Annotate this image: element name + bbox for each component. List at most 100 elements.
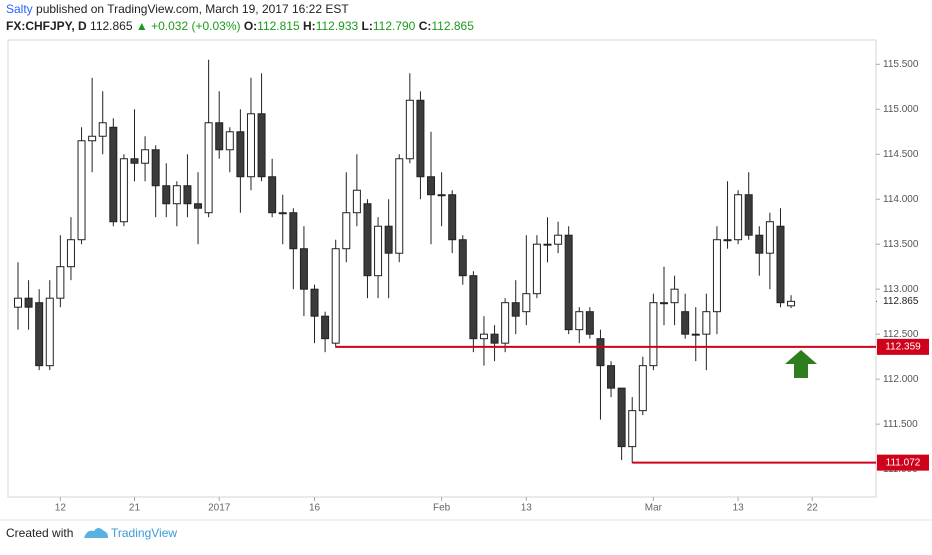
candle-body [649,302,658,367]
candle-body [183,185,192,205]
candle-body [384,225,393,254]
candle-body [765,221,774,254]
candle-body [712,239,721,313]
candle-body [35,302,44,367]
x-tick-label: 16 [309,503,321,514]
candle-body [659,302,668,305]
x-tick-label: 12 [55,503,67,514]
y-tick-label: 114.000 [883,194,919,205]
header-line-1: Salty published on TradingView.com, Marc… [6,2,349,16]
candle-body [119,158,128,223]
y-tick-label: 115.500 [883,59,919,70]
o-label: O: [244,19,257,33]
change: ▲ +0.032 (+0.03%) [136,19,241,33]
x-tick-label: 13 [521,503,533,514]
candle-body [554,234,563,245]
candle-body [194,203,203,209]
candle-body [24,297,33,308]
y-tick-label: 113.500 [883,239,919,250]
level-label: 111.072 [886,457,921,468]
candle-body [321,315,330,340]
candle-body [691,333,700,336]
candle-body [670,288,679,304]
header-line-2: FX:CHFJPY, D 112.865 ▲ +0.032 (+0.03%) O… [6,19,474,33]
candle-body [458,239,467,277]
candle-body [469,275,478,340]
price: 112.865 [90,19,133,33]
candle-body [511,302,520,317]
candle-body [501,302,510,344]
candle-body [479,333,488,340]
candle-body [109,126,118,223]
up-arrow [785,350,817,378]
candle-body [342,212,351,250]
x-tick-label: 21 [129,503,141,514]
candle-body [723,239,732,242]
candle-body [416,99,425,178]
candles [14,59,796,463]
last-price-label: 112.865 [883,296,919,307]
h-label: H: [303,19,316,33]
candle-body [681,311,690,335]
candle-body [162,185,171,205]
y-tick-label: 111.500 [883,419,918,430]
candle-body [395,158,404,254]
x-tick-label: Mar [645,503,663,514]
brand-icon [84,528,108,538]
candle-body [56,266,65,299]
level-label: 112.359 [885,341,921,352]
published: published on TradingView.com, March 19, … [36,2,349,16]
l-value: 112.790 [373,19,416,33]
candle-body [77,140,86,241]
x-tick-label: Feb [433,503,451,514]
last-price-tag [877,293,929,310]
candle-body [130,158,139,164]
candle-body [787,300,796,307]
symbol: FX:CHFJPY, D [6,19,87,33]
candle-body [490,333,499,344]
candle-body [352,189,361,214]
y-tick-label: 114.500 [883,149,919,160]
candle-body [617,387,626,448]
candle-body [14,297,22,308]
footer-created: Created with [6,526,73,540]
y-tick-label: 112.500 [883,329,919,340]
candle-body [257,113,266,178]
candle-body [310,288,319,317]
candle-body [151,149,160,187]
x-tick-label: 22 [807,503,819,514]
candle-body [734,194,743,241]
candle-body [755,234,764,254]
candle-body [532,243,541,295]
level-tag [877,338,929,355]
candle-body [628,410,637,448]
brand-logo[interactable]: TradingView [84,526,177,540]
y-tick-label: 112.000 [883,374,919,385]
footer-brand: TradingView [111,526,177,540]
candle-body [236,131,245,178]
candle-body [543,243,552,246]
candle-body [204,122,213,214]
candle-body [278,212,287,215]
candle-body [141,149,150,164]
author[interactable]: Salty [6,2,33,16]
candle-body [575,311,584,331]
candle-body [744,194,753,236]
candle-body [427,176,436,196]
c-value: 112.865 [431,19,474,33]
candle-body [702,311,711,335]
candle-body [596,338,605,367]
candle-body [331,248,340,344]
candle-body [88,135,97,142]
y-tick-label: 115.000 [883,104,919,115]
h-value: 112.933 [316,19,359,33]
candle-body [374,225,383,277]
candle-body [448,194,457,241]
candle-body [268,176,277,214]
l-label: L: [362,19,373,33]
level-tag [877,454,929,471]
o-value: 112.815 [257,19,300,33]
candle-body [776,225,785,304]
